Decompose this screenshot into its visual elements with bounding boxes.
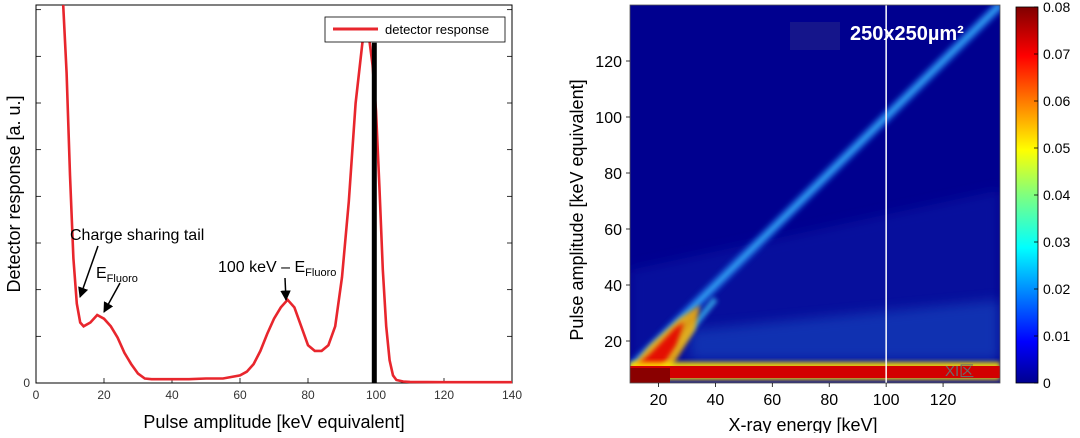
annotation-100kev-main: 100 keV – E	[218, 259, 305, 276]
heatmap-x-tick-label-5: 120	[930, 392, 957, 409]
inset-patch	[790, 22, 840, 50]
heatmap-x-axis-label: X-ray energy [keV]	[728, 415, 877, 433]
heatmap-y-tick-label-3: 80	[604, 166, 622, 183]
heatmap-y-axis-label: Pulse amplitude [keV equivalent]	[567, 79, 587, 340]
heatmap-x-tick-label-3: 80	[820, 392, 838, 409]
left-x-tick-label-2: 40	[165, 388, 179, 402]
heatmap-y-tick-label-0: 20	[604, 334, 622, 351]
annotation-efluoro: EFluoro	[96, 265, 138, 285]
heatmap-density	[630, 5, 1000, 383]
colorbar-tick-label-3: 0.03	[1043, 234, 1070, 250]
annotation-100kev-sub: Fluoro	[305, 267, 336, 279]
colorbar-tick-label-2: 0.02	[1043, 281, 1070, 297]
left-y-ticks: 0	[23, 9, 512, 390]
colorbar-tick-label-4: 0.04	[1043, 187, 1070, 203]
colorbar-tick-label-0: 0	[1043, 375, 1051, 391]
heatmap-x-tick-label-2: 60	[763, 392, 781, 409]
series-line-detector-response	[61, 4, 512, 384]
left-x-tick-label-6: 120	[434, 388, 454, 402]
charge-sharing-band-core	[630, 368, 670, 383]
legend-label: detector response	[385, 22, 489, 37]
detector-response-chart: 0 20 40 60 80 100 120 140 0 detector response C…	[4, 4, 522, 432]
colorbar-tick-label-5: 0.05	[1043, 140, 1070, 156]
heatmap-x-tick-label-0: 20	[650, 392, 668, 409]
annotation-charge-sharing-tail: Charge sharing tail	[70, 227, 204, 244]
heatmap-ticks: 20 40 60 80 100 120 20 40 60 80 100 120	[595, 54, 956, 409]
left-x-tick-label-0: 0	[33, 388, 40, 402]
annotation-efluoro-sub: Fluoro	[107, 273, 138, 285]
heatmap-frame	[629, 4, 1001, 384]
charge-sharing-band	[630, 366, 1000, 378]
colorbar-tick-label-7: 0.07	[1043, 46, 1070, 62]
left-plot-frame	[35, 4, 513, 384]
watermark: XI区	[945, 363, 975, 380]
left-x-tick-label-3: 60	[233, 388, 247, 402]
colorbar-tick-label-8: 0.08	[1043, 0, 1070, 15]
heatmap-y-tick-label-5: 120	[595, 54, 622, 71]
heatmap-y-tick-label-4: 100	[595, 110, 622, 127]
colorbar-tick-label-6: 0.06	[1043, 93, 1070, 109]
photopeak-diagonal	[630, 5, 1000, 371]
left-x-tick-label-1: 20	[97, 388, 111, 402]
left-x-tick-label-7: 140	[502, 388, 522, 402]
left-x-axis-label: Pulse amplitude [keV equivalent]	[143, 412, 404, 432]
colorbar-ticks: 0 0.01 0.02 0.03 0.04 0.05 0.06 0.07 0.08	[1034, 0, 1070, 391]
left-y-tick-label-0: 0	[23, 376, 30, 390]
inset-label: 250x250µm²	[850, 23, 964, 45]
left-y-axis-label: Detector response [a. u.]	[4, 95, 24, 292]
colorbar-tick-label-1: 0.01	[1043, 328, 1070, 344]
annotation-efluoro-main: E	[96, 265, 107, 282]
arrow-charge-sharing	[78, 245, 99, 298]
heatmap-x-tick-label-4: 100	[873, 392, 900, 409]
diffuse-band	[690, 300, 1000, 360]
heatmap-y-tick-label-2: 60	[604, 222, 622, 239]
heatmap-x-tick-label-1: 40	[706, 392, 724, 409]
arrow-100kev	[280, 277, 291, 302]
annotation-100kev-efluoro: 100 keV – EFluoro	[218, 259, 336, 279]
left-x-tick-label-5: 100	[366, 388, 386, 402]
arrow-efluoro	[103, 282, 121, 313]
left-x-tick-label-4: 80	[301, 388, 315, 402]
heatmap-y-tick-label-1: 40	[604, 278, 622, 295]
legend: detector response	[324, 16, 506, 43]
heatmap-chart: 250x250µm² 20 40 60 80 100 12020406080100120 …	[567, 0, 1070, 435]
